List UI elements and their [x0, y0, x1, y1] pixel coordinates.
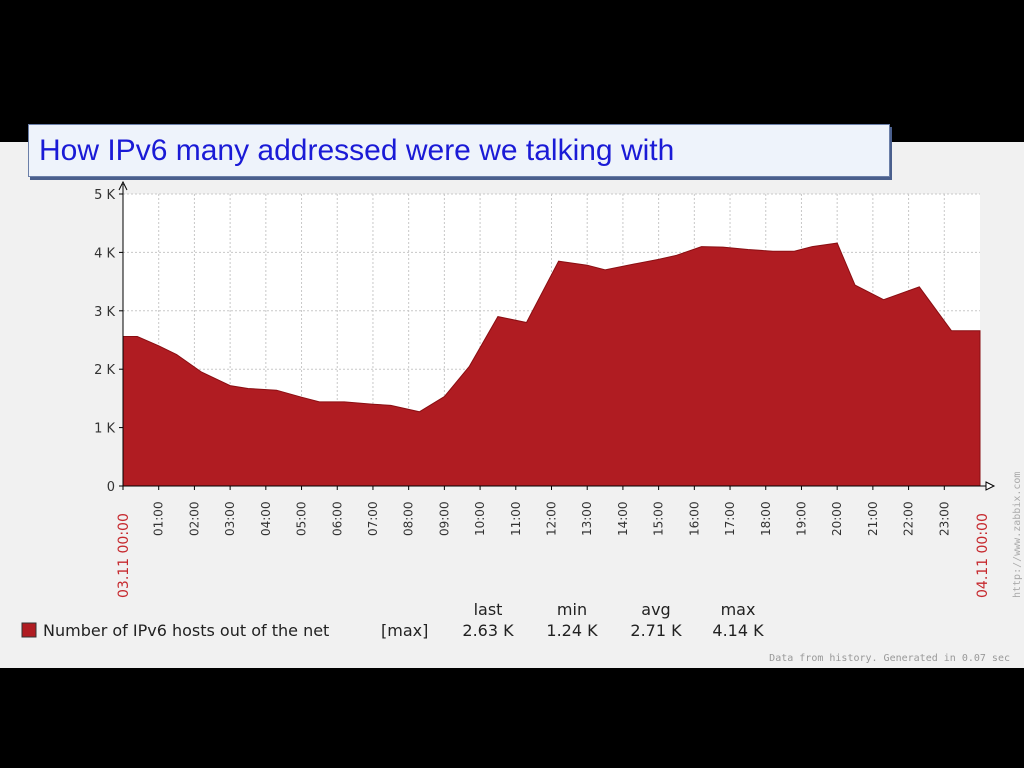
x-tick-label: 05:00	[295, 501, 309, 536]
x-tick-label: 11:00	[509, 501, 523, 536]
slide-title: How IPv6 many addressed were we talking …	[39, 134, 675, 167]
x-tick-label: 23:00	[937, 501, 951, 536]
x-tick-label: 14:00	[616, 501, 630, 536]
series-area	[122, 242, 981, 487]
legend-header-avg: avg	[641, 600, 670, 619]
x-tick-label: 18:00	[759, 501, 773, 536]
x-tick-label: 15:00	[652, 501, 666, 536]
footer-note: Data from history. Generated in 0.07 sec	[769, 653, 1010, 664]
x-tick-label: 04:00	[259, 501, 273, 536]
legend: Number of IPv6 hosts out of the net [max…	[21, 600, 764, 640]
x-tick-label: 20:00	[830, 501, 844, 536]
x-tick-label: 16:00	[687, 501, 701, 536]
x-tick-label: 17:00	[723, 501, 737, 536]
y-tick-label: 5 K	[94, 188, 115, 203]
x-tick-label: 21:00	[866, 501, 880, 536]
x-tick-label: 06:00	[330, 501, 344, 536]
x-tick-labels: 01:00 02:00 03:00 04:00 05:00 06:00 07:00 08:00…	[152, 486, 951, 536]
y-axis-arrow	[118, 180, 128, 191]
x-tick-label: 19:00	[794, 501, 808, 536]
legend-header-max: max	[721, 600, 756, 619]
x-tick-label: 02:00	[187, 501, 201, 536]
axes	[118, 180, 996, 491]
x-tick-label: 10:00	[473, 501, 487, 536]
slide-title-box: How IPv6 many addressed were we talking …	[28, 124, 890, 177]
x-tick-label: 09:00	[437, 501, 451, 536]
x-axis-arrow	[985, 481, 996, 491]
x-tick-label: 07:00	[366, 501, 380, 536]
y-tick-label: 4 K	[94, 246, 115, 261]
legend-header-min: min	[557, 600, 587, 619]
y-tick-label: 0	[107, 480, 115, 495]
legend-value-min: 1.24 K	[546, 621, 598, 640]
x-tick-label: 08:00	[402, 501, 416, 536]
y-tick-label: 3 K	[94, 305, 115, 320]
legend-value-last: 2.63 K	[462, 621, 514, 640]
legend-header-last: last	[474, 600, 503, 619]
y-tick-label: 2 K	[94, 363, 115, 378]
watermark: http://www.zabbix.com	[1012, 472, 1023, 598]
x-tick-label: 13:00	[580, 501, 594, 536]
y-tick-label: 1 K	[94, 422, 115, 437]
x-end-date-label: 04.11 00:00	[975, 513, 991, 598]
y-tick-labels: 0 1 K 2 K 3 K 4 K 5 K	[94, 188, 123, 495]
x-tick-label: 22:00	[902, 501, 916, 536]
x-tick-label: 03:00	[223, 501, 237, 536]
x-tick-label: 01:00	[152, 501, 166, 536]
legend-series-name: Number of IPv6 hosts out of the net	[43, 621, 329, 640]
legend-value-avg: 2.71 K	[630, 621, 682, 640]
x-tick-label: 12:00	[545, 501, 559, 536]
legend-function: [max]	[381, 621, 428, 640]
legend-swatch	[21, 622, 37, 638]
x-start-date-label: 03.11 00:00	[116, 513, 132, 598]
plot-area	[118, 180, 996, 491]
legend-value-max: 4.14 K	[712, 621, 764, 640]
